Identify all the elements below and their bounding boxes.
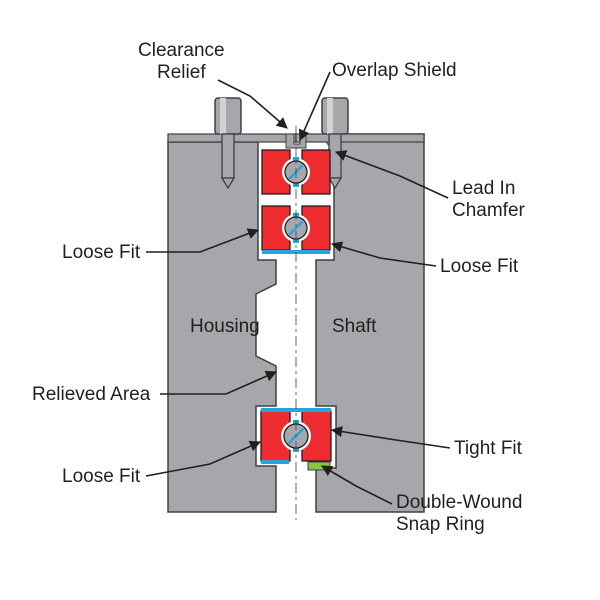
label-shaft: Shaft <box>332 316 376 338</box>
label-dw-snap-ring: Double-Wound Snap Ring <box>396 492 522 536</box>
label-tight-fit: Tight Fit <box>454 438 522 460</box>
label-clearance-relief: Clearance Relief <box>138 40 225 84</box>
label-relieved-area: Relieved Area <box>32 384 150 406</box>
label-housing: Housing <box>190 316 260 338</box>
label-loose-fit-left: Loose Fit <box>62 242 140 264</box>
label-loose-fit-right: Loose Fit <box>440 256 518 278</box>
label-overlap-shield: Overlap Shield <box>332 60 457 82</box>
label-lead-in-chamfer: Lead In Chamfer <box>452 178 525 222</box>
label-loose-fit-bl: Loose Fit <box>62 466 140 488</box>
